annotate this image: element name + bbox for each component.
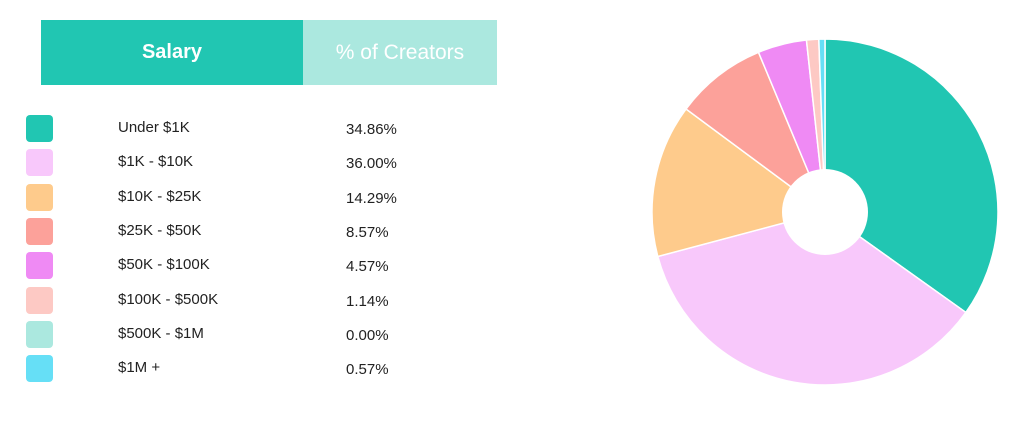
legend-value: 36.00% bbox=[346, 155, 397, 173]
legend-row: $50K - $100K 4.57% bbox=[0, 252, 520, 282]
legend-swatch bbox=[26, 183, 53, 211]
legend-value: 4.57% bbox=[346, 258, 389, 276]
percent-column-header: % of Creators bbox=[303, 20, 497, 85]
legend-swatch bbox=[26, 149, 53, 177]
legend-label: $25K - $50K bbox=[118, 221, 202, 239]
legend-label: Under $1K bbox=[118, 119, 190, 136]
legend-row: $10K - $25K 14.29% bbox=[0, 183, 520, 214]
legend-swatch bbox=[26, 115, 53, 142]
legend-value: 8.57% bbox=[346, 223, 389, 241]
legend-swatch bbox=[26, 355, 53, 383]
legend-row: $25K - $50K 8.57% bbox=[0, 217, 520, 248]
legend-value: 34.86% bbox=[346, 121, 397, 138]
pie-slice bbox=[651, 107, 827, 258]
salary-column-header: Salary bbox=[41, 20, 303, 85]
legend-swatch bbox=[26, 286, 53, 314]
pie-slice bbox=[684, 51, 827, 215]
legend-row: $100K - $500K 1.14% bbox=[0, 286, 520, 317]
donut-hole bbox=[782, 169, 868, 255]
legend-label: $500K - $1M bbox=[118, 324, 204, 342]
legend-swatch bbox=[26, 217, 53, 245]
legend-label: $50K - $100K bbox=[118, 256, 210, 274]
legend-label: $1K - $10K bbox=[118, 153, 194, 171]
legend-label: $100K - $500K bbox=[118, 290, 219, 308]
legend-value: 0.00% bbox=[346, 326, 389, 344]
legend-label: $1M + bbox=[118, 359, 161, 377]
legend-row: $1M + 0.57% bbox=[0, 355, 520, 385]
legend-row: $1K - $10K 36.00% bbox=[0, 149, 520, 179]
legend-table-header: Salary % of Creators bbox=[41, 20, 497, 85]
pie-slice bbox=[656, 211, 967, 386]
legend-value: 1.14% bbox=[346, 292, 389, 310]
legend-value: 14.29% bbox=[346, 189, 397, 207]
legend-value: 0.57% bbox=[346, 361, 389, 379]
legend-label: $10K - $25K bbox=[118, 187, 202, 205]
legend-swatch bbox=[26, 252, 53, 280]
pie-slice bbox=[818, 38, 826, 213]
pie-slice bbox=[824, 38, 999, 314]
legend-row: Under $1K 34.86% bbox=[0, 115, 520, 145]
legend-swatch bbox=[26, 320, 53, 348]
legend-row: $500K - $1M 0.00% bbox=[0, 320, 520, 351]
